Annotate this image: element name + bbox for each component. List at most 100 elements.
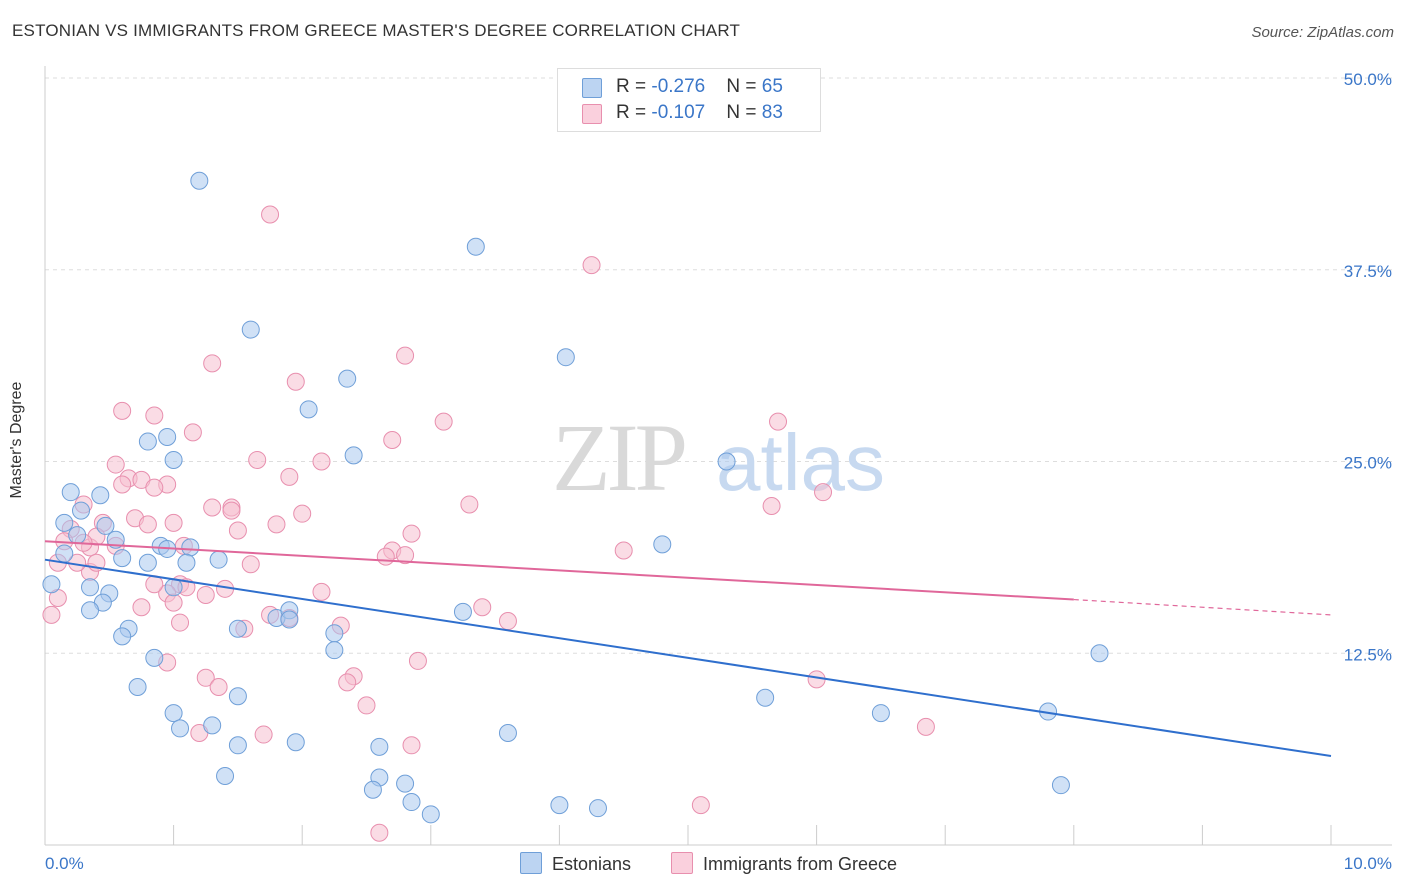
greece-point bbox=[916, 717, 935, 736]
estonian-point bbox=[171, 719, 190, 738]
estonian-point bbox=[91, 486, 110, 505]
estonian-point bbox=[453, 602, 472, 621]
greece-point bbox=[164, 513, 183, 532]
legend-text-greece: R = -0.107 N = 83 bbox=[616, 102, 783, 123]
estonian-point bbox=[588, 799, 607, 818]
greece-point bbox=[209, 677, 228, 696]
greece-point bbox=[171, 613, 190, 632]
greece-point bbox=[42, 605, 61, 624]
greece-point bbox=[376, 547, 395, 566]
estonian-point bbox=[756, 688, 775, 707]
estonian-point bbox=[396, 774, 415, 793]
greece-point bbox=[338, 673, 357, 692]
greece-point bbox=[228, 521, 247, 540]
estonian-point bbox=[128, 677, 147, 696]
estonian-point bbox=[717, 452, 736, 471]
greece-point bbox=[312, 452, 331, 471]
greece-point bbox=[132, 598, 151, 617]
greece-point bbox=[473, 598, 492, 617]
estonian-point bbox=[113, 627, 132, 646]
legend-box: R = -0.276 N = 65 R = -0.107 N = 83 bbox=[557, 68, 821, 132]
estonian-point bbox=[325, 624, 344, 643]
greece-point bbox=[312, 582, 331, 601]
estonian-point bbox=[138, 432, 157, 451]
y-axis-label: Master's Degree bbox=[8, 381, 25, 499]
trend-lines bbox=[44, 540, 1332, 758]
greece-point bbox=[203, 498, 222, 517]
greece-point bbox=[286, 372, 305, 391]
x-tick-label-max: 10.0% bbox=[1344, 854, 1392, 873]
greece-point bbox=[383, 431, 402, 450]
x-tick-label-min: 0.0% bbox=[45, 854, 84, 873]
greece-point bbox=[196, 668, 215, 687]
estonian-point bbox=[96, 516, 115, 535]
greece-trend-extension bbox=[1073, 598, 1332, 616]
tick-labels: 12.5% 25.0% 37.5% 50.0% 0.0% 10.0% bbox=[45, 70, 1392, 873]
greece-point bbox=[261, 205, 280, 224]
greece-point bbox=[248, 450, 267, 469]
bottom-label-greece: Immigrants from Greece bbox=[703, 854, 898, 874]
greece-point bbox=[762, 496, 781, 515]
greece-point bbox=[434, 412, 453, 431]
estonian-point bbox=[871, 704, 890, 723]
greece-point bbox=[814, 483, 833, 502]
estonian-points bbox=[42, 171, 1109, 824]
greece-point bbox=[241, 555, 260, 574]
greece-point bbox=[145, 478, 164, 497]
y-tick-label: 37.5% bbox=[1344, 262, 1392, 281]
greece-point bbox=[254, 725, 273, 744]
estonian-point bbox=[344, 446, 363, 465]
estonian-point bbox=[164, 450, 183, 469]
estonian-point bbox=[421, 805, 440, 824]
greece-point bbox=[402, 736, 421, 755]
greece-point bbox=[293, 504, 312, 523]
estonian-point bbox=[370, 737, 389, 756]
greece-point bbox=[357, 696, 376, 715]
estonian-point bbox=[286, 733, 305, 752]
greece-point bbox=[280, 467, 299, 486]
legend-r-greece: -0.107 bbox=[651, 102, 706, 123]
legend-swatch-greece bbox=[582, 104, 602, 124]
estonian-point bbox=[466, 237, 485, 256]
estonian-point bbox=[164, 704, 183, 723]
estonian-point bbox=[228, 619, 247, 638]
estonian-point bbox=[177, 553, 196, 572]
estonian-point bbox=[113, 549, 132, 568]
greece-point bbox=[164, 593, 183, 612]
legend-swatch-estonians bbox=[582, 78, 602, 98]
estonian-point bbox=[81, 578, 100, 597]
legend-text-estonians: R = -0.276 N = 65 bbox=[616, 76, 783, 97]
estonian-point bbox=[42, 575, 61, 594]
estonian-point bbox=[209, 550, 228, 569]
greece-point bbox=[113, 475, 132, 494]
greece-point bbox=[582, 256, 601, 275]
bottom-label-estonians: Estonians bbox=[552, 854, 632, 874]
greece-point bbox=[402, 524, 421, 543]
greece-point bbox=[203, 354, 222, 373]
greece-point bbox=[396, 546, 415, 565]
watermark: ZIP atlas bbox=[552, 404, 885, 511]
watermark-atlas: atlas bbox=[716, 418, 885, 507]
estonians-trend-line bbox=[44, 558, 1332, 758]
greece-point bbox=[498, 612, 517, 631]
legend-n-greece: 83 bbox=[761, 102, 783, 123]
greece-trend-line bbox=[44, 540, 1074, 601]
greece-point bbox=[396, 346, 415, 365]
estonian-point bbox=[550, 796, 569, 815]
estonian-point bbox=[241, 320, 260, 339]
y-tick-label: 50.0% bbox=[1344, 70, 1392, 89]
greece-point bbox=[113, 401, 132, 420]
greece-point bbox=[691, 796, 710, 815]
estonian-point bbox=[1051, 776, 1070, 795]
estonian-point bbox=[228, 736, 247, 755]
y-tick-label: 25.0% bbox=[1344, 454, 1392, 473]
estonian-point bbox=[158, 427, 177, 446]
estonian-point bbox=[68, 526, 87, 545]
greece-point bbox=[769, 412, 788, 431]
estonian-point bbox=[81, 601, 100, 620]
y-tick-label: 12.5% bbox=[1344, 645, 1392, 664]
estonian-point bbox=[55, 544, 74, 563]
estonian-point bbox=[363, 780, 382, 799]
axis-layer bbox=[44, 66, 1392, 846]
greece-points bbox=[42, 205, 935, 842]
